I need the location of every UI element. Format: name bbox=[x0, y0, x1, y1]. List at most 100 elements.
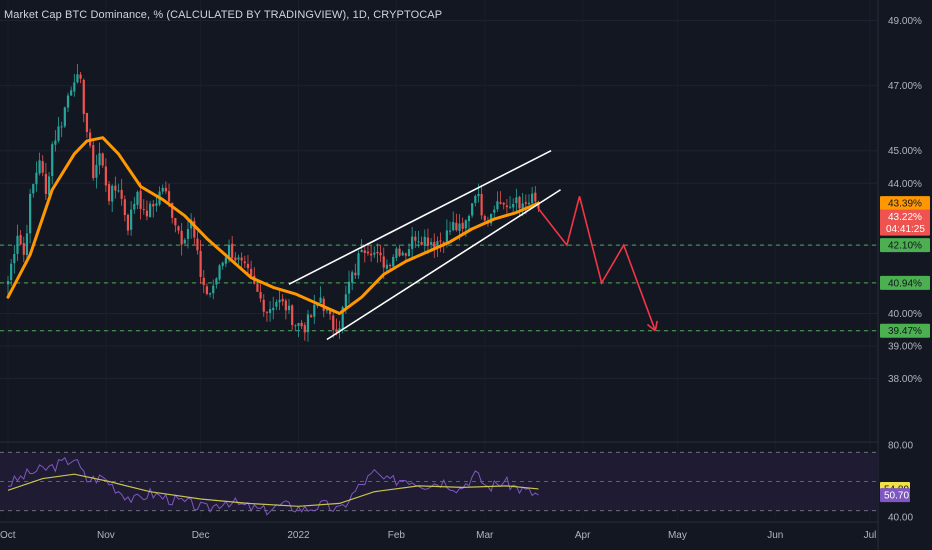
candle-body bbox=[13, 253, 16, 264]
candle-body bbox=[512, 203, 515, 208]
candle-body bbox=[303, 325, 306, 333]
price-tag-label: 42.10% bbox=[888, 241, 922, 252]
candle-body bbox=[493, 209, 496, 213]
time-axis-label: Feb bbox=[388, 530, 406, 541]
candle-body bbox=[414, 236, 417, 241]
candle-body bbox=[483, 215, 486, 221]
time-axis-label: Jul bbox=[864, 530, 877, 541]
candle-body bbox=[268, 309, 272, 313]
price-axis-label: 40.00% bbox=[888, 309, 922, 320]
rsi-tag bbox=[880, 488, 910, 503]
candle-body bbox=[477, 193, 480, 197]
candle-body bbox=[392, 257, 395, 267]
arrow-head bbox=[654, 320, 659, 331]
wedge-lower-line bbox=[326, 189, 561, 341]
candle-body bbox=[423, 236, 426, 246]
candle-body bbox=[95, 164, 98, 178]
candle-body bbox=[32, 184, 35, 194]
candle-body bbox=[180, 230, 183, 245]
price-axis[interactable]: 49.00% 47.00% 45.00% 44.00% 40.00% 39.00% 38.0… bbox=[879, 0, 932, 550]
candle-body bbox=[107, 184, 111, 202]
candle-body bbox=[54, 140, 57, 145]
candle-body bbox=[420, 241, 423, 245]
candle-body bbox=[467, 215, 471, 222]
price-axis-label: 49.00% bbox=[888, 16, 922, 27]
candle-body bbox=[297, 323, 300, 326]
time-axis-label: Dec bbox=[192, 530, 210, 541]
candle-body bbox=[111, 185, 114, 202]
candle-body bbox=[164, 187, 167, 192]
candle-body bbox=[117, 190, 120, 192]
price-axis-bg bbox=[879, 0, 932, 550]
candle-body bbox=[354, 272, 357, 276]
candle-body bbox=[47, 176, 51, 196]
candle-body bbox=[281, 298, 284, 302]
candle-body bbox=[370, 253, 373, 256]
candle-body bbox=[388, 265, 392, 267]
candle-body bbox=[448, 230, 452, 232]
price-axis-label: 38.00% bbox=[888, 374, 922, 385]
candle-body bbox=[208, 293, 212, 295]
candle-body bbox=[436, 241, 439, 247]
candle-body bbox=[499, 202, 502, 204]
candle-body bbox=[527, 202, 531, 205]
candle-body bbox=[231, 243, 234, 259]
candlestick-series bbox=[6, 64, 540, 342]
rsi-axis-label: 40.00 bbox=[888, 513, 913, 524]
rsi-pane bbox=[0, 451, 878, 516]
candle-body bbox=[256, 284, 259, 292]
candle-body bbox=[85, 113, 89, 132]
candle-body bbox=[347, 281, 351, 294]
arrow-head bbox=[646, 323, 656, 332]
candle-body bbox=[57, 126, 60, 141]
candle-body bbox=[82, 79, 85, 114]
candle-body bbox=[196, 238, 199, 251]
price-axis-label: 44.00% bbox=[888, 179, 922, 190]
candle-body bbox=[246, 263, 250, 269]
candle-body bbox=[44, 173, 47, 194]
candle-body bbox=[521, 203, 524, 209]
candle-body bbox=[218, 265, 221, 280]
candle-body bbox=[139, 190, 142, 209]
candle-body bbox=[404, 253, 407, 256]
rising-wedge bbox=[288, 149, 561, 341]
candle-body bbox=[142, 209, 145, 211]
candle-body bbox=[79, 74, 82, 79]
candle-body bbox=[92, 145, 95, 179]
support-levels bbox=[0, 244, 878, 332]
candle-body bbox=[29, 193, 32, 234]
candle-body bbox=[407, 249, 411, 257]
candle-body bbox=[401, 252, 404, 256]
candle-body bbox=[480, 193, 483, 216]
time-axis-label: Jun bbox=[767, 530, 783, 541]
candle-body bbox=[505, 205, 508, 208]
candle-body bbox=[294, 325, 297, 327]
candle-body bbox=[38, 160, 41, 174]
candle-body bbox=[60, 126, 63, 128]
price-axis-label: 45.00% bbox=[888, 146, 922, 157]
candle-body bbox=[310, 315, 313, 318]
candle-body bbox=[474, 195, 477, 203]
time-axis-label: 2022 bbox=[287, 530, 310, 541]
time-axis-label: May bbox=[668, 530, 687, 541]
candle-body bbox=[174, 217, 177, 226]
candle-body bbox=[76, 74, 79, 83]
candle-body bbox=[145, 210, 149, 217]
candle-body bbox=[344, 294, 347, 308]
candle-body bbox=[63, 107, 66, 127]
candle-body bbox=[439, 240, 442, 242]
time-axis[interactable]: Oct Nov Dec 2022 Feb Mar Apr May Jun Jul bbox=[0, 530, 876, 541]
price-tag bbox=[880, 238, 930, 253]
candle-body bbox=[205, 286, 209, 294]
candle-body bbox=[171, 202, 174, 218]
candle-body bbox=[385, 264, 389, 269]
candle-body bbox=[186, 229, 190, 239]
candle-body bbox=[10, 263, 13, 281]
candle-body bbox=[351, 272, 354, 283]
candle-body bbox=[458, 223, 461, 232]
candle-body bbox=[502, 202, 505, 205]
candle-body bbox=[515, 197, 518, 204]
candle-body bbox=[417, 241, 420, 243]
candle-body bbox=[366, 251, 370, 254]
candle-body bbox=[25, 233, 29, 256]
